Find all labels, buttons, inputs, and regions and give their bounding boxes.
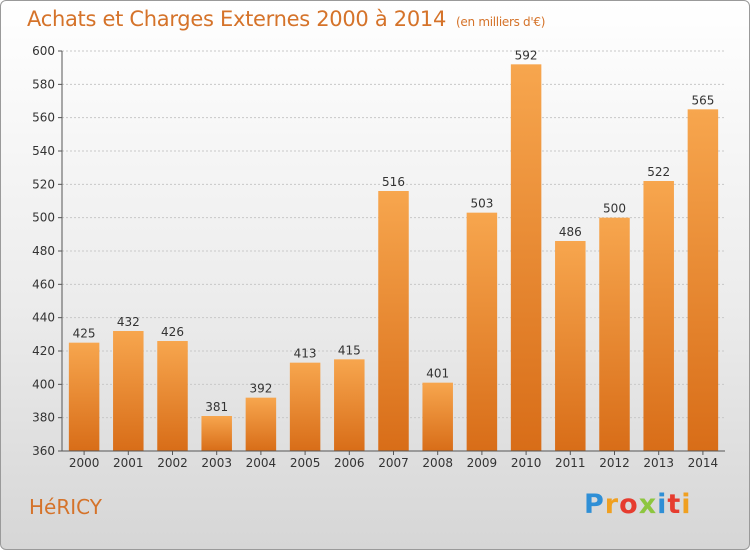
y-tick-label: 380 (32, 411, 55, 425)
y-tick-label: 400 (32, 377, 55, 391)
value-label-2014: 565 (691, 93, 714, 107)
value-label-2008: 401 (426, 367, 449, 381)
bar-2013 (643, 181, 674, 451)
y-tick-label: 360 (32, 444, 55, 458)
value-label-2005: 413 (294, 347, 317, 361)
y-tick-label: 560 (32, 111, 55, 125)
y-tick-label: 580 (32, 77, 55, 91)
logo-letter: t (667, 489, 682, 520)
x-tick-label-2012: 2012 (599, 456, 630, 470)
bar-2007 (378, 191, 409, 451)
y-tick-label: 520 (32, 177, 55, 191)
x-tick-label-2002: 2002 (157, 456, 188, 470)
bar-2002 (157, 341, 188, 451)
x-tick-label-2014: 2014 (688, 456, 719, 470)
logo-letter: P (584, 489, 605, 520)
value-label-2007: 516 (382, 175, 405, 189)
bar-2005 (289, 362, 321, 451)
logo-letter: i (681, 489, 692, 520)
value-label-2012: 500 (603, 202, 626, 216)
value-label-2003: 381 (205, 400, 228, 414)
bar-2006 (334, 359, 365, 451)
bar-2001 (113, 331, 144, 451)
value-label-2004: 392 (249, 382, 272, 396)
y-tick-label: 600 (32, 44, 55, 58)
bars: 425 432 426 381 392 413 415 516 401 503 592 486 500 5… (68, 48, 719, 452)
chart-unit: (en milliers d'€) (456, 15, 546, 29)
axes: 360 380 400 420 440 460 480 500 520 540 560 580 600 2… (32, 44, 725, 470)
proxiti-logo: Proxiti (584, 489, 692, 520)
bar-2004 (245, 397, 277, 451)
y-tick-label: 460 (32, 277, 55, 291)
y-tick-label: 540 (32, 144, 55, 158)
y-tick-label: 440 (32, 311, 55, 325)
x-tick-label-2011: 2011 (555, 456, 586, 470)
bar-2009 (466, 212, 498, 451)
x-tick-label-2004: 2004 (246, 456, 277, 470)
value-label-2002: 426 (161, 325, 184, 339)
y-tick-label: 500 (32, 211, 55, 225)
value-label-2000: 425 (73, 327, 96, 341)
chart-title-text: Achats et Charges Externes 2000 à 2014 (27, 7, 447, 31)
commune-name: HéRICY (29, 495, 102, 519)
x-tick-label-2013: 2013 (643, 456, 674, 470)
x-tick-label-2001: 2001 (113, 456, 144, 470)
x-tick-label-2003: 2003 (201, 456, 232, 470)
x-tick-label-2007: 2007 (378, 456, 409, 470)
x-tick-label-2000: 2000 (69, 456, 100, 470)
bar-2012 (599, 217, 630, 451)
x-tick-label-2010: 2010 (511, 456, 542, 470)
logo-letter: x (638, 489, 658, 520)
x-tick-label-2005: 2005 (290, 456, 321, 470)
bar-2003 (201, 416, 232, 451)
x-tick-label-2008: 2008 (422, 456, 453, 470)
y-tick-label: 480 (32, 244, 55, 258)
logo-letter: r (604, 489, 620, 520)
logo-letter: i (657, 489, 668, 520)
value-label-2011: 486 (559, 225, 582, 239)
y-tick-label: 420 (32, 344, 55, 358)
value-label-2006: 415 (338, 343, 361, 357)
value-label-2010: 592 (515, 48, 538, 62)
value-label-2001: 432 (117, 315, 140, 329)
logo-letter: o (619, 489, 639, 520)
value-label-2009: 503 (470, 197, 493, 211)
bar-2014 (687, 109, 719, 451)
bar-2000 (68, 342, 100, 451)
x-tick-label-2009: 2009 (467, 456, 498, 470)
value-label-2013: 522 (647, 165, 670, 179)
bar-2011 (555, 241, 586, 451)
bar-2010 (510, 64, 542, 452)
x-tick-label-2006: 2006 (334, 456, 365, 470)
bar-2008 (422, 382, 453, 451)
chart-title: Achats et Charges Externes 2000 à 2014 (e… (27, 7, 545, 31)
